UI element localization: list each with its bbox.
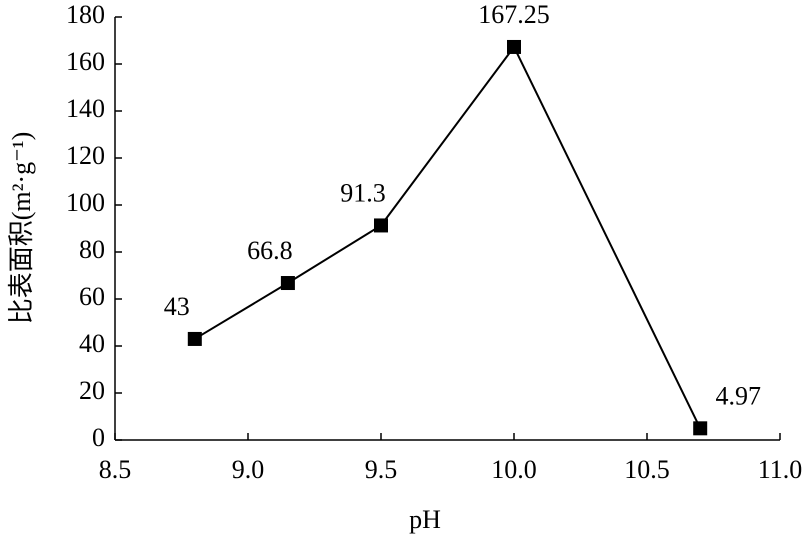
x-tick-label: 10.5: [624, 455, 670, 484]
y-tick-label: 100: [66, 188, 105, 217]
y-tick-label: 20: [79, 376, 105, 405]
y-tick-label: 60: [79, 282, 105, 311]
y-tick-label: 80: [79, 235, 105, 264]
x-tick-label: 11.0: [758, 455, 802, 484]
marker: [187, 331, 202, 346]
data-label: 4.97: [715, 381, 761, 410]
data-label: 167.25: [478, 0, 550, 29]
data-label: 43: [164, 292, 190, 321]
x-tick-label: 9.0: [232, 455, 265, 484]
y-axis-label: 比表面积(m²·g⁻¹): [7, 132, 36, 325]
x-axis-label: pH: [409, 505, 441, 534]
x-tick-label: 9.5: [365, 455, 398, 484]
y-tick-label: 0: [92, 423, 105, 452]
y-tick-label: 120: [66, 141, 105, 170]
x-tick-label: 8.5: [99, 455, 132, 484]
data-label: 66.8: [247, 236, 293, 265]
marker: [374, 218, 388, 233]
y-tick-label: 180: [66, 0, 105, 29]
data-label: 91.3: [340, 178, 386, 207]
y-tick-label: 40: [79, 329, 105, 358]
marker: [280, 276, 295, 291]
marker: [507, 39, 521, 54]
y-tick-label: 140: [66, 94, 105, 123]
x-tick-label: 10.0: [491, 455, 537, 484]
y-tick-label: 160: [66, 47, 105, 76]
marker: [693, 421, 708, 436]
